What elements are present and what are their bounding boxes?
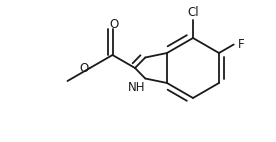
Text: O: O [109,17,118,31]
Text: Cl: Cl [187,6,199,18]
Text: F: F [237,38,244,51]
Text: O: O [79,61,89,75]
Text: NH: NH [128,81,145,94]
